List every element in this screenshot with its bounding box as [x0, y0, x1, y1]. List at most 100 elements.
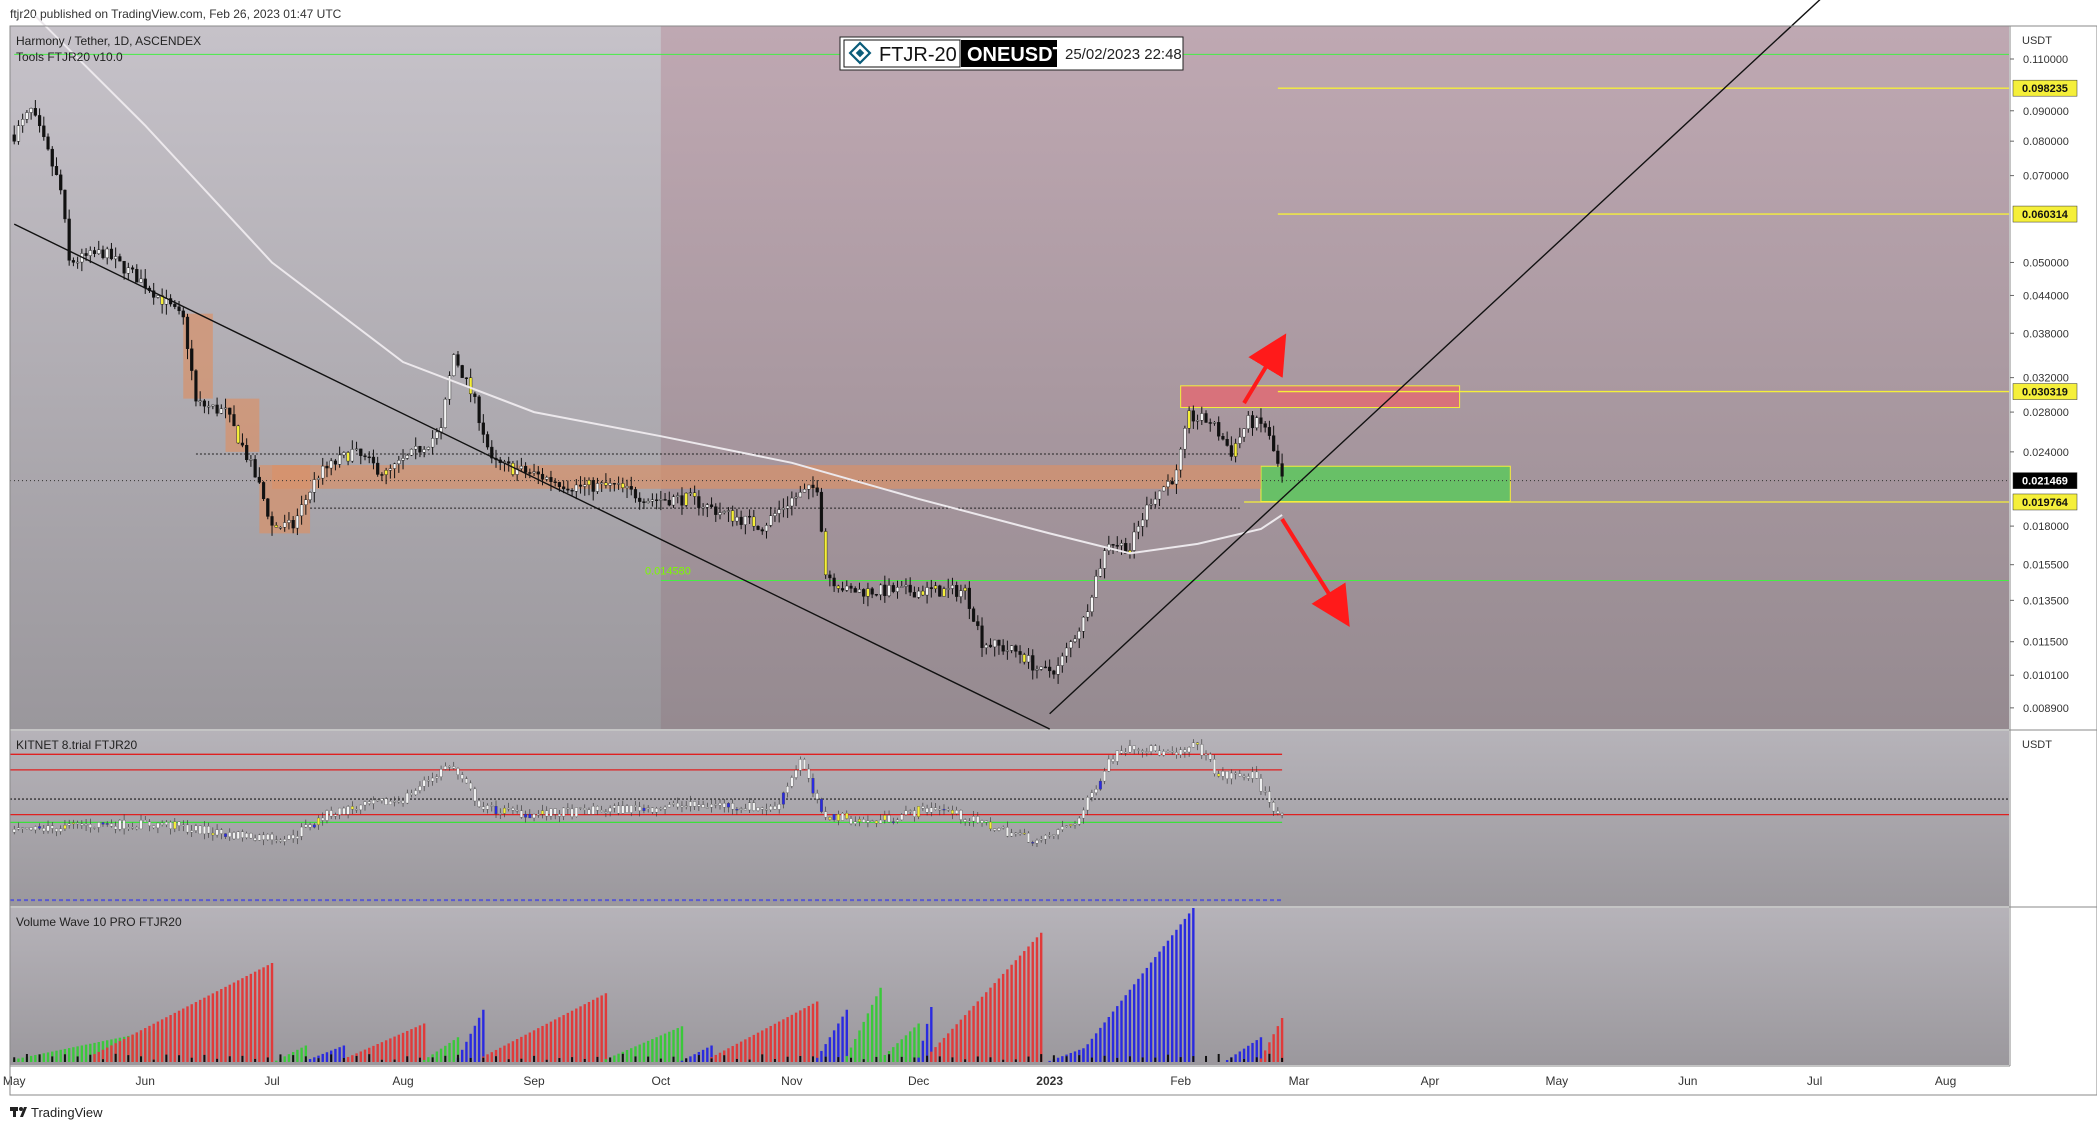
kitnet-bar — [1242, 775, 1246, 778]
footer-brand[interactable]: TradingView — [10, 1105, 103, 1120]
kitnet-bar — [1043, 835, 1047, 840]
kitnet-bar — [938, 808, 942, 811]
candle — [1157, 490, 1162, 500]
kitnet-pane[interactable]: KITNET 8.trial FTJR20 6040200 — [10, 731, 2036, 906]
candle — [1183, 428, 1187, 450]
volume-bar-green — [655, 1037, 658, 1062]
kitnet-bar — [274, 839, 278, 841]
volume-bar-black — [114, 1053, 117, 1062]
kitnet-bar — [942, 808, 946, 811]
candle — [452, 354, 456, 376]
volume-bar-red — [410, 1029, 413, 1062]
kitnet-bar — [803, 759, 806, 770]
volume-bar-red — [955, 1024, 958, 1062]
candle — [570, 489, 574, 492]
kitnet-bar — [397, 800, 401, 803]
kitnet-bar — [1039, 838, 1043, 841]
price-tick-label-0-038000: 0.038000 — [2023, 328, 2069, 340]
candle — [629, 486, 633, 490]
candle — [1221, 436, 1225, 440]
kitnet-bar — [431, 777, 435, 782]
price-tick-label-0-110000: 0.110000 — [2023, 54, 2068, 66]
candle — [1191, 410, 1195, 422]
volume-bar-red — [384, 1040, 388, 1062]
kitnet-bar — [148, 821, 151, 827]
kitnet-bar — [1166, 751, 1170, 753]
kitnet-bar — [629, 805, 633, 813]
candle — [1208, 422, 1212, 424]
volume-bar-green — [76, 1046, 79, 1062]
kitnet-bar — [997, 828, 1001, 831]
volume-bar-red — [224, 986, 227, 1062]
volume-bar-black — [672, 1056, 675, 1062]
kitnet-bar — [557, 813, 561, 817]
kitnet-bar — [1014, 832, 1018, 835]
kitnet-bar — [105, 823, 109, 825]
candle — [21, 119, 25, 126]
kitnet-bar — [642, 807, 646, 811]
volume-bar-red — [997, 978, 1001, 1062]
kitnet-bar — [887, 815, 891, 823]
kitnet-bar — [473, 788, 477, 802]
candle — [828, 574, 832, 579]
volume-bar-blue — [828, 1037, 832, 1062]
volume-bar-black — [951, 1057, 954, 1062]
volume-bar-black — [862, 1059, 865, 1062]
candle — [207, 405, 211, 408]
kitnet-bar — [828, 817, 832, 820]
kitnet-bar — [1048, 835, 1052, 837]
volume-bar-blue — [689, 1056, 692, 1062]
candle — [1056, 665, 1060, 675]
candle — [815, 487, 819, 493]
volume-bar-red — [1018, 955, 1022, 1062]
candle — [12, 134, 16, 142]
candle — [388, 468, 392, 471]
candle — [722, 511, 726, 513]
kitnet-bar — [879, 819, 883, 824]
kitnet-bar — [177, 821, 181, 826]
candle — [642, 501, 646, 503]
volume-bar-blue — [1111, 1011, 1115, 1062]
kitnet-bar — [1153, 745, 1157, 751]
volume-bar-red — [532, 1030, 536, 1062]
candle — [354, 448, 359, 451]
kitnet-bar — [317, 817, 320, 825]
candle — [443, 398, 447, 428]
price-axis[interactable]: USDT USDT 0.110000 0.090000 0.080000 0.0700… — [2009, 26, 2097, 1095]
kitnet-bar — [688, 801, 692, 807]
candle — [401, 458, 405, 461]
kitnet-bar — [900, 814, 904, 821]
volume-bar-black — [609, 1057, 612, 1062]
kitnet-bar — [228, 832, 232, 837]
candle — [295, 515, 299, 529]
volume-bar-red — [727, 1048, 730, 1062]
volume-bar-black — [1154, 1057, 1157, 1062]
candle — [240, 442, 245, 446]
price-label-box — [2012, 383, 2078, 400]
volume-bar-red — [393, 1036, 396, 1062]
candle — [63, 189, 67, 220]
price-pane[interactable]: 0.014580 — [10, 0, 2010, 730]
kitnet-bar — [401, 800, 405, 804]
kitnet-bar — [1221, 771, 1225, 777]
volume-bar-black — [900, 1056, 903, 1062]
price-label-box — [2012, 472, 2078, 489]
volume-bar-black — [304, 1056, 307, 1062]
kitnet-bar — [1132, 745, 1136, 750]
kitnet-bar — [498, 813, 502, 815]
footer-brand-text: TradingView — [31, 1105, 103, 1120]
volume-bar-red — [744, 1039, 747, 1062]
volume-pane[interactable]: Volume Wave 10 PRO FTJR20 400M200M0 — [10, 908, 2050, 1069]
kitnet-bar — [904, 810, 908, 815]
time-axis[interactable]: May Jun Jul Aug Sep Oct Nov Dec 2023 Feb Mar Apr May… — [3, 1065, 2097, 1095]
candle — [1111, 544, 1115, 546]
price-label-0-060314: 0.060314 — [2022, 209, 2069, 221]
volume-bar-red — [211, 993, 215, 1062]
kitnet-bar — [722, 803, 726, 808]
volume-bar-green — [275, 1060, 278, 1062]
candle — [925, 587, 929, 596]
candle — [485, 434, 490, 448]
candle — [418, 446, 422, 453]
candle — [887, 585, 891, 597]
kitnet-bar — [638, 806, 642, 811]
